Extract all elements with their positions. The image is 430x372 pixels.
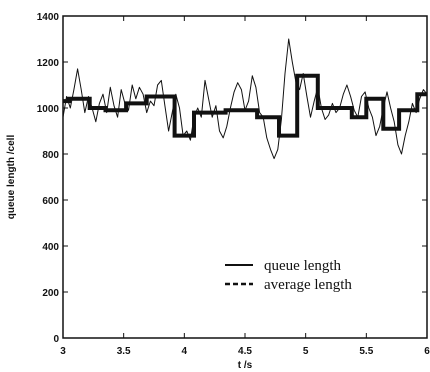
y-tick-label: 200 xyxy=(42,288,59,299)
y-tick-label: 400 xyxy=(42,242,59,253)
y-tick-label: 1200 xyxy=(37,58,60,69)
x-tick-label: 4.5 xyxy=(238,346,252,357)
legend-label-average-length: average length xyxy=(264,277,352,293)
x-tick-label: 3.5 xyxy=(117,346,131,357)
y-tick-label: 1400 xyxy=(37,12,60,23)
axis-ticks: 3 3.5 4 4.5 5 5.5 6 0 200 400 600 800 1000 1200 1400 xyxy=(37,12,430,357)
y-tick-label: 800 xyxy=(42,150,59,161)
y-axis-label: queue length /cell xyxy=(6,135,17,220)
x-tick-label: 5.5 xyxy=(359,346,373,357)
average-length-line xyxy=(63,73,427,138)
x-tick-label: 4 xyxy=(182,346,188,357)
series-layer xyxy=(62,38,428,160)
x-axis-label: t /s xyxy=(238,360,253,371)
x-tick-label: 6 xyxy=(424,346,430,357)
y-tick-label: 600 xyxy=(42,196,59,207)
legend-label-queue-length: queue length xyxy=(264,258,342,274)
y-tick-label: 0 xyxy=(53,334,59,345)
legend: queue length average length xyxy=(225,258,352,293)
x-tick-label: 5 xyxy=(303,346,309,357)
y-tick-label: 1000 xyxy=(37,104,60,115)
x-tick-label: 3 xyxy=(60,346,66,357)
plot-frame xyxy=(62,15,428,339)
